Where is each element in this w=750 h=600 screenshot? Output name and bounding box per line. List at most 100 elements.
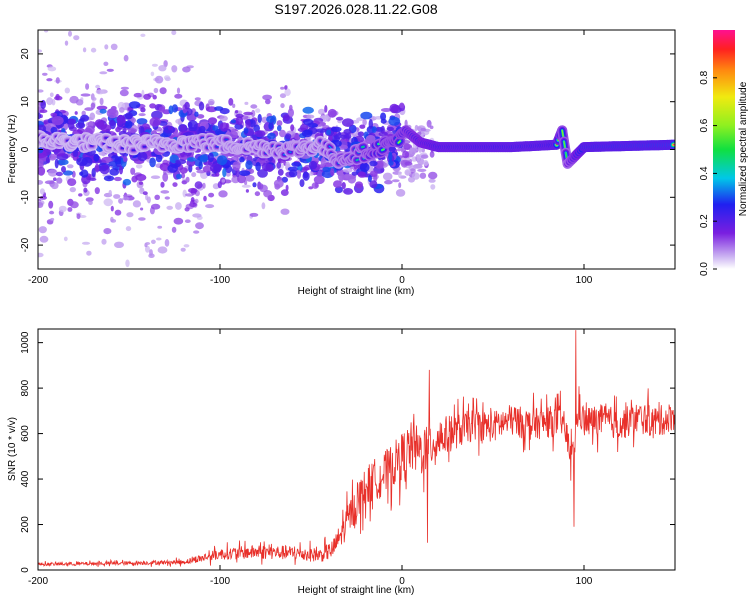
band-blob [38, 112, 41, 119]
band-blob [388, 116, 401, 126]
noise-blob [404, 119, 408, 128]
band-blob [267, 132, 276, 140]
band-blob [151, 110, 163, 120]
band-blob [136, 118, 148, 125]
noise-blob [67, 178, 77, 187]
noise-blob [392, 179, 400, 183]
noise-blob [67, 207, 73, 212]
y-tick-label: 0 [20, 146, 31, 152]
noise-blob [171, 226, 177, 233]
band-blob [287, 166, 299, 172]
x-tick-label: 100 [576, 576, 593, 587]
noise-blob [160, 190, 170, 194]
band-blob [326, 129, 332, 135]
noise-blob [250, 104, 258, 109]
noise-blob [149, 249, 153, 256]
band-blob [343, 128, 352, 135]
noise-blob [221, 179, 226, 183]
noise-blob [203, 195, 207, 202]
band-blob [198, 161, 203, 170]
noise-blob [146, 196, 151, 204]
band-blob [167, 164, 178, 173]
noise-blob [420, 154, 429, 159]
band-blob [113, 176, 122, 182]
band-blob [368, 119, 373, 129]
noise-blob [184, 219, 191, 223]
band-blob [257, 113, 262, 123]
noise-blob [192, 213, 202, 218]
ridge-segment [381, 148, 385, 151]
y-tick-label: 0 [20, 567, 31, 573]
noise-blob [84, 107, 94, 111]
band-blob [331, 126, 342, 132]
noise-blob [428, 178, 436, 183]
band-blob [108, 120, 116, 126]
noise-blob [54, 95, 63, 101]
noise-blob [101, 238, 107, 245]
noise-blob [342, 168, 353, 173]
band-blob [149, 103, 157, 109]
noise-blob [395, 189, 406, 197]
noise-blob [219, 115, 228, 122]
noise-blob [94, 187, 100, 195]
figure-title: S197.2026.028.11.22.G08 [274, 1, 437, 17]
noise-blob [50, 217, 55, 222]
noise-blob [182, 66, 191, 73]
band-blob [315, 128, 328, 133]
snr-panel: -200 -100 0 100 0 200 400 600 800 1000 Height of… [7, 328, 676, 596]
band-blob [199, 154, 209, 163]
band-blob [207, 152, 214, 163]
band-blob [255, 161, 261, 172]
band-blob [219, 122, 229, 132]
band-blob [68, 122, 75, 130]
noise-blob [125, 259, 130, 268]
band-blob [48, 153, 57, 161]
band-blob [368, 175, 372, 183]
noise-blob [244, 101, 249, 105]
noise-blob [171, 30, 177, 36]
noise-blob [403, 143, 410, 149]
ridge-segment [328, 145, 332, 149]
y-tick-label: 200 [20, 516, 31, 533]
band-blob [176, 173, 182, 180]
noise-blob [145, 242, 151, 245]
x-tick-label: -200 [28, 275, 48, 286]
band-blob [61, 166, 66, 173]
noise-blob [181, 180, 188, 185]
noise-blob [285, 184, 289, 191]
band-blob [320, 157, 326, 167]
band-blob [357, 171, 366, 178]
noise-blob [103, 198, 113, 207]
x-tick-label: -100 [210, 576, 230, 587]
noise-blob [85, 83, 90, 90]
band-blob [128, 101, 141, 109]
noise-blob [196, 114, 205, 119]
band-blob [299, 179, 305, 188]
noise-blob [189, 201, 193, 207]
noise-blob [49, 210, 55, 215]
noise-blob [191, 172, 197, 178]
band-blob [187, 120, 198, 130]
noise-blob [39, 109, 48, 114]
band-blob [380, 108, 392, 112]
band-blob [184, 101, 190, 110]
noise-blob [384, 180, 393, 185]
noise-blob [47, 66, 57, 72]
noise-blob [90, 47, 97, 53]
noise-blob [429, 125, 434, 130]
band-blob [122, 156, 128, 162]
band-blob [103, 175, 115, 182]
noise-blob [265, 98, 271, 105]
noise-blob [133, 92, 143, 98]
band-blob [343, 188, 354, 195]
band-blob [99, 108, 107, 114]
band-blob [76, 157, 88, 166]
y-tick-label: 800 [20, 379, 31, 396]
band-blob [159, 162, 170, 172]
noise-blob [416, 154, 421, 162]
band-blob [239, 156, 245, 163]
band-blob [254, 130, 266, 138]
noise-blob [79, 215, 87, 218]
colorbar-tick-label: 0.8 [699, 70, 710, 84]
noise-blob [73, 35, 80, 41]
